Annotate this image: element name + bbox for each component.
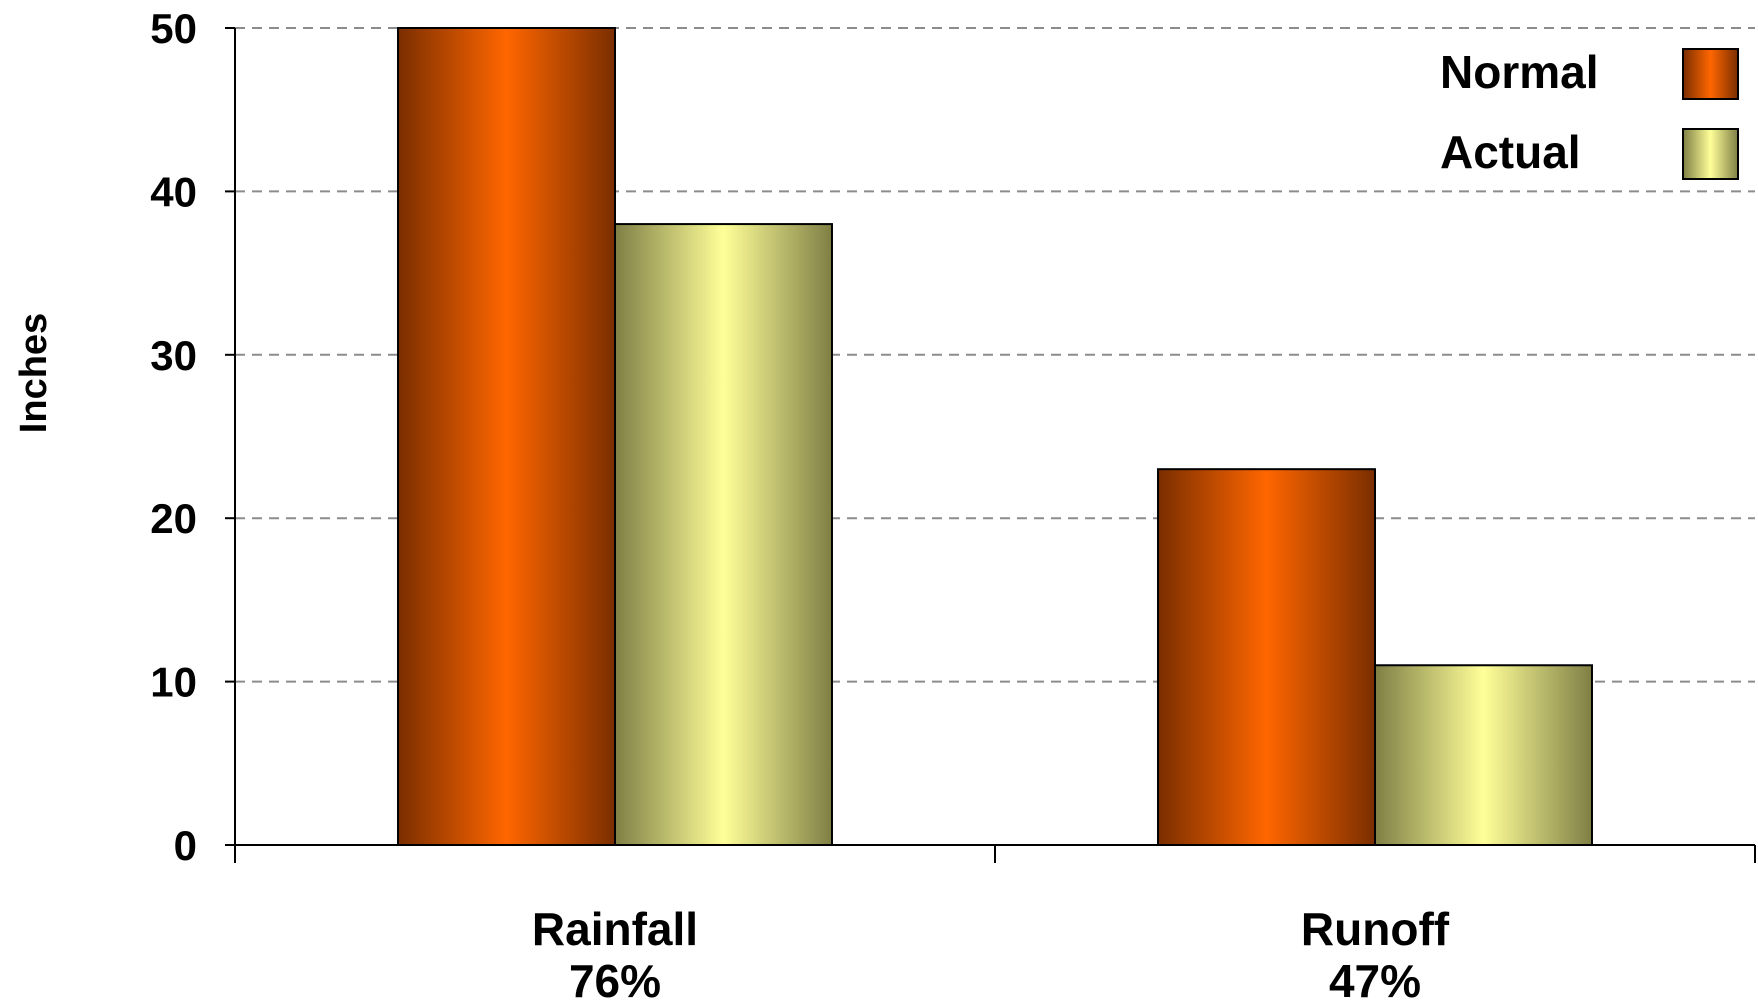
y-tick-label: 0 bbox=[174, 822, 197, 869]
legend-swatch bbox=[1682, 48, 1739, 100]
y-tick-label: 30 bbox=[150, 332, 197, 379]
legend-label: Actual bbox=[1440, 126, 1581, 178]
legend-swatch bbox=[1682, 128, 1739, 180]
legend-label: Normal bbox=[1440, 46, 1598, 98]
bar-normal-rainfall bbox=[397, 27, 616, 846]
y-axis-title: Inches bbox=[13, 313, 55, 433]
bars bbox=[397, 27, 1593, 847]
legend: Normal Actual bbox=[1440, 46, 1739, 180]
x-category-label: Runoff bbox=[1301, 903, 1450, 955]
x-category-sublabel: 76% bbox=[569, 955, 661, 1000]
x-category-label: Rainfall bbox=[532, 903, 698, 955]
bar-actual-rainfall bbox=[614, 223, 833, 846]
x-category-sublabel: 47% bbox=[1329, 955, 1421, 1000]
y-tick-label: 50 bbox=[150, 5, 197, 52]
y-tick-label: 40 bbox=[150, 168, 197, 215]
axes bbox=[225, 27, 1756, 863]
bar-normal-runoff bbox=[1157, 468, 1377, 846]
y-tick-label: 20 bbox=[150, 495, 197, 542]
y-tick-label: 10 bbox=[150, 659, 197, 706]
bar-actual-runoff bbox=[1374, 664, 1593, 847]
